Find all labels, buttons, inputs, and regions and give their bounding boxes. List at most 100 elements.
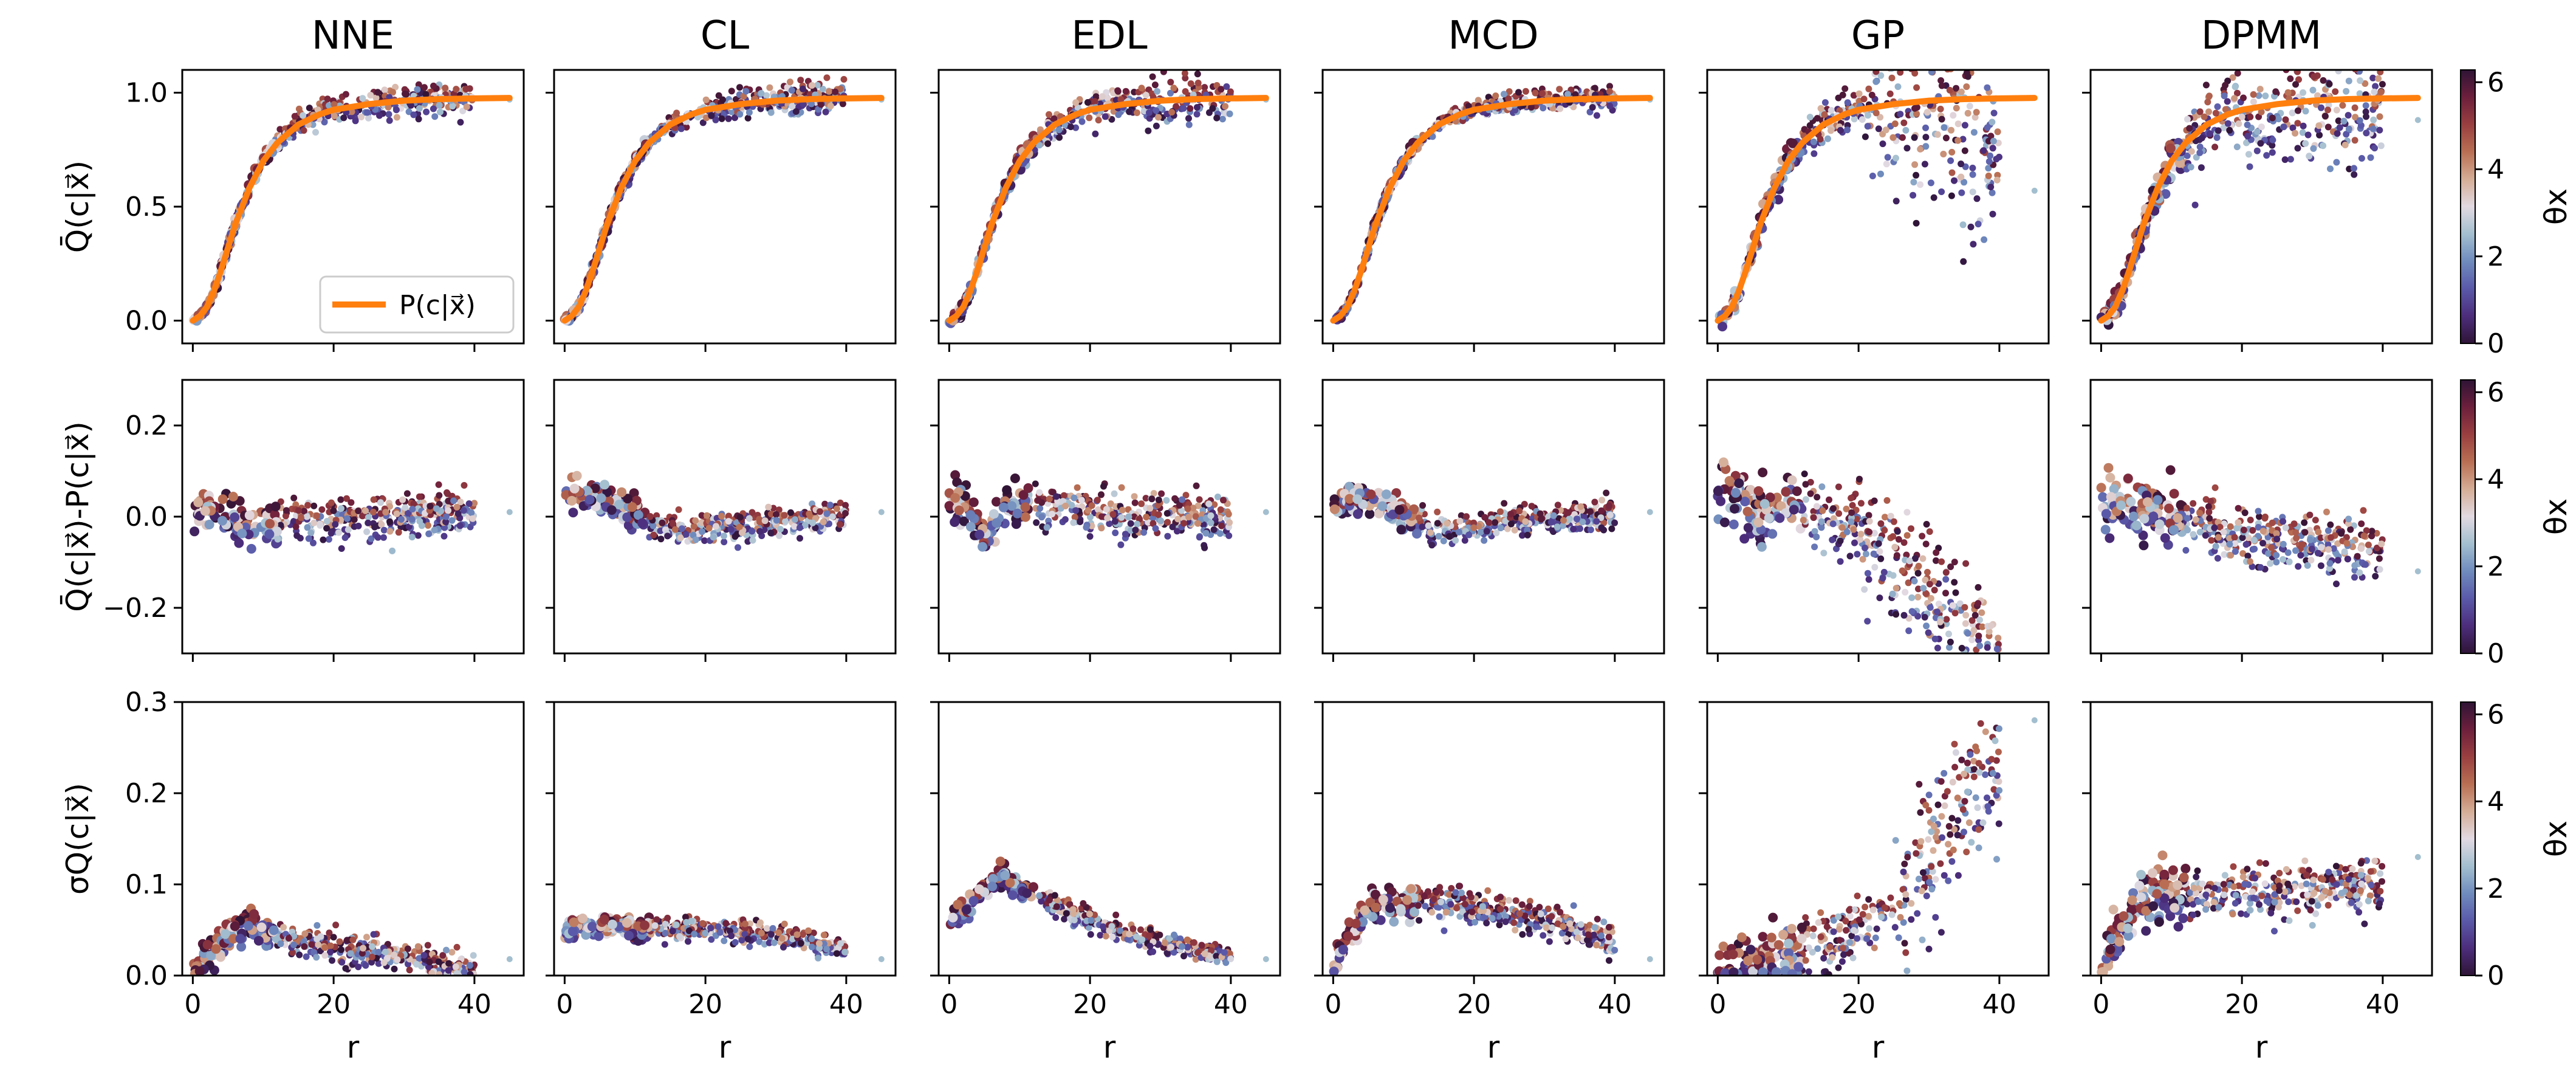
scatter-point <box>466 962 473 969</box>
scatter-point <box>1428 542 1436 549</box>
scatter-point <box>386 503 393 510</box>
scatter-point <box>829 513 836 520</box>
scatter-point <box>1440 537 1447 545</box>
scatter-point <box>841 948 849 955</box>
scatter-point <box>443 513 450 520</box>
scatter-point <box>1044 140 1052 147</box>
scatter-point <box>300 127 307 134</box>
scatter-point <box>313 954 320 961</box>
scatter-point <box>741 931 748 938</box>
scatter-point <box>295 507 302 514</box>
scatter-point <box>805 927 812 934</box>
scatter-point <box>787 509 794 516</box>
scatter-point <box>608 919 617 929</box>
scatter-point <box>1167 89 1174 97</box>
scatter-point <box>1598 497 1606 504</box>
scatter-point <box>699 528 706 535</box>
scatter-point <box>355 963 362 971</box>
scatter-point <box>1201 84 1208 91</box>
scatter-point <box>1163 497 1170 504</box>
scatter-point <box>312 129 319 136</box>
scatter-point <box>738 529 745 536</box>
panel-mcd-q <box>1314 69 1665 352</box>
scatter-point <box>1515 89 1522 96</box>
scatter-point <box>792 516 798 523</box>
scatter-point <box>596 493 606 503</box>
scatter-point <box>1587 526 1594 534</box>
scatter-point <box>1496 508 1504 515</box>
scatter-point <box>453 86 460 93</box>
scatter-point <box>749 537 756 544</box>
scatter-point <box>1179 496 1186 503</box>
scatter-point <box>327 949 334 955</box>
scatter-point <box>767 511 775 518</box>
scatter-point <box>1029 882 1038 892</box>
scatter-point <box>1062 503 1069 509</box>
scatter-point <box>677 534 684 542</box>
scatter-point <box>1070 519 1077 526</box>
scatter-points <box>190 481 513 554</box>
scatter-point <box>200 506 210 516</box>
scatter-point <box>1164 532 1171 540</box>
scatter-point <box>1352 494 1363 504</box>
scatter-point <box>1126 108 1133 115</box>
scatter-point <box>326 929 333 937</box>
scatter-point <box>1033 519 1040 526</box>
scatter-point <box>405 509 412 517</box>
scatter-point <box>385 103 392 111</box>
scatter-point <box>775 929 782 937</box>
scatter-point <box>1155 497 1162 503</box>
scatter-point <box>708 936 715 943</box>
scatter-point <box>293 532 301 539</box>
scatter-point <box>1111 518 1118 525</box>
scatter-point <box>1142 495 1149 502</box>
scatter-point <box>1011 519 1021 529</box>
scatter-point <box>1412 529 1422 539</box>
scatter-point <box>683 918 690 926</box>
scatter-point <box>1471 918 1479 926</box>
scatter-point <box>1122 88 1129 95</box>
scatter-point <box>1560 517 1567 524</box>
scatter-point <box>1092 130 1099 137</box>
scatter-point <box>842 510 849 517</box>
scatter-point <box>443 946 450 954</box>
scatter-point <box>430 105 437 112</box>
scatter-point <box>600 480 610 490</box>
scatter-point <box>1036 489 1043 496</box>
scatter-point <box>653 916 660 923</box>
scatter-point <box>735 544 741 551</box>
scatter-point <box>738 937 745 944</box>
scatter-point <box>367 92 374 99</box>
scatter-point <box>317 933 324 940</box>
panel-nne-sigma: 0 20 400.00.10.20.3r <box>125 687 525 1065</box>
scatter-point <box>336 938 343 945</box>
scatter-point <box>833 950 840 957</box>
scatter-point <box>736 111 744 118</box>
scatter-point <box>448 517 456 524</box>
scatter-point <box>382 948 389 955</box>
scatter-point <box>1038 514 1046 521</box>
scatter-point <box>277 522 284 529</box>
scatter-point <box>230 512 240 522</box>
x-tick-label: 20 <box>317 989 351 1020</box>
scatter-point <box>1227 88 1234 95</box>
scatter-point <box>827 501 834 509</box>
scatter-point <box>243 921 253 931</box>
scatter-point <box>704 512 710 519</box>
x-tick-label: 0 <box>184 989 201 1020</box>
scatter-point <box>1067 123 1074 131</box>
scatter-point <box>270 501 281 512</box>
scatter-point <box>389 547 396 554</box>
scatter-point <box>1053 903 1060 911</box>
scatter-point <box>1329 504 1340 514</box>
scatter-points <box>189 903 513 976</box>
scatter-point <box>1151 81 1159 89</box>
scatter-point <box>1104 514 1111 522</box>
scatter-point <box>1176 501 1183 509</box>
scatter-point <box>1134 520 1141 528</box>
scatter-point <box>1087 931 1094 938</box>
scatter-point <box>1416 514 1423 522</box>
scatter-point <box>1149 520 1157 527</box>
scatter-point <box>445 507 452 514</box>
scatter-point <box>1458 512 1465 519</box>
